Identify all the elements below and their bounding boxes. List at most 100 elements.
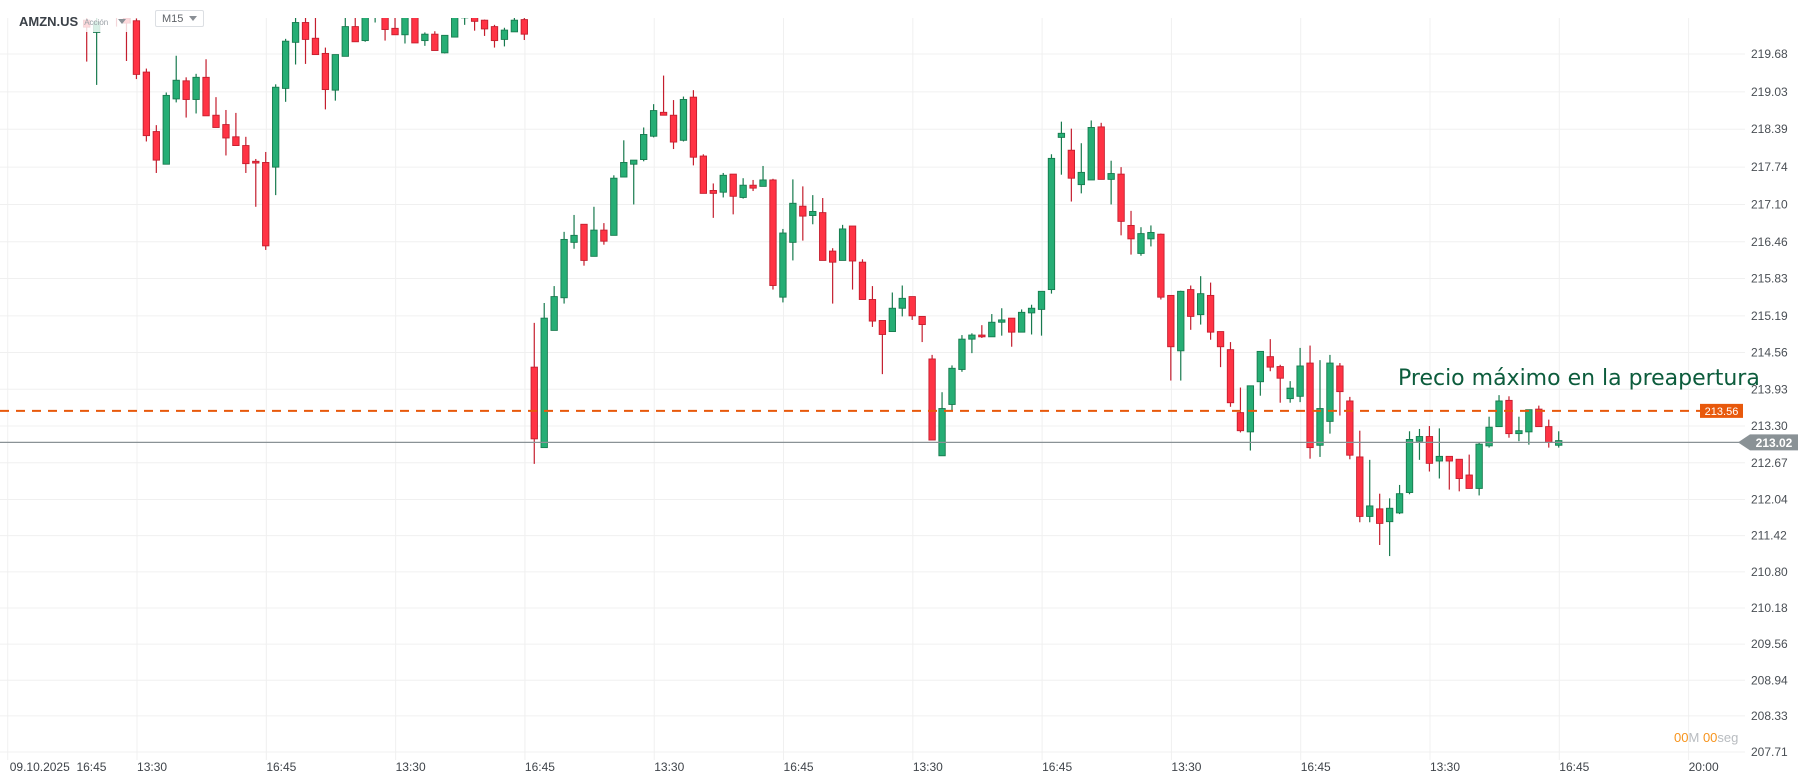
timeframe-dropdown[interactable]: M15 [155,10,205,27]
candle-body [689,96,698,158]
candle-up [1395,484,1404,515]
y-tick-label: 217.10 [1751,197,1788,211]
candle-up [341,18,349,57]
candle-up [500,27,509,47]
candle-body [1087,127,1095,181]
candle-body [1246,385,1255,433]
premarket-high-value: 213.56 [1705,406,1739,418]
y-axis: 219.68 219.03 218.39 217.74 217.10 216.46 215.… [1751,47,1788,759]
candle-body [500,29,509,40]
candle-body [908,296,916,317]
candle-body [1177,290,1185,352]
candle-body [649,110,658,137]
y-tick-label: 215.83 [1751,272,1788,286]
candle-up [361,18,369,42]
candle-down [232,112,240,147]
candle-body [1395,493,1404,514]
candle-up [291,18,300,65]
candle-countdown: 00M 00seg [1674,730,1738,745]
candle-body [401,18,409,36]
candle-body [1435,455,1444,462]
candle-body [411,18,419,44]
candle-down [1356,430,1364,523]
candle-body [391,27,399,36]
candle-body [1167,294,1175,348]
countdown-minutes-unit: M [1688,730,1700,745]
candle-up [1037,290,1046,336]
candle-up [1385,498,1394,557]
candle-body [1147,231,1155,240]
candle-down [132,18,141,80]
candle-body [1346,400,1354,456]
candle-up [1177,290,1185,381]
candle-up [779,228,787,303]
candle-down [829,248,837,304]
candle-up [1047,154,1056,294]
candle-body [1385,507,1394,523]
symbol-header[interactable]: AMZN.US Acción [15,10,131,32]
chevron-down-icon[interactable] [118,18,127,24]
candle-body [769,179,777,286]
candle-body [968,334,976,340]
candle-up [1415,428,1424,460]
candle-body [470,18,479,22]
candle-down [878,320,887,375]
candle-down [212,97,220,128]
candle-body [1326,362,1334,422]
candle-up [640,127,648,162]
candle-body [172,79,180,100]
grid [0,18,1745,760]
candle-up [1286,381,1294,403]
candle-down [152,125,160,173]
candle-up [1057,121,1066,175]
y-tick-label: 213.93 [1751,382,1788,396]
y-tick-label: 210.18 [1751,601,1788,615]
candle-body [182,80,190,100]
candle-down [311,18,320,56]
candle-body [520,19,528,35]
candle-body [838,228,847,261]
candle-up [958,335,966,372]
candle-body [262,162,270,247]
candle-body [550,296,558,331]
candle-body [1455,458,1463,479]
candle-body [868,299,877,322]
y-tick-label: 219.03 [1751,85,1788,99]
candle-up [938,392,946,457]
candle-body [281,40,290,89]
candle-up [1256,350,1264,396]
candle-up [451,18,459,38]
x-tick-label: 20:00 [1689,760,1719,774]
candle-down [819,198,827,261]
candle-body [789,202,797,243]
candle-down [301,18,310,64]
candle-down [689,90,698,166]
candle-body [1197,293,1205,316]
candle-down [1376,493,1384,545]
candle-up [679,96,688,142]
y-tick-label: 207.71 [1751,745,1788,759]
candle-down [1425,426,1434,472]
candle-up [1147,225,1155,247]
candle-body [510,19,519,33]
x-axis: 09.10.2025 16:45 13:30 16:45 13:30 16:45 13:3… [10,760,1719,774]
candle-down [1097,122,1105,180]
y-tick-label: 212.67 [1751,456,1788,470]
candle-down [858,259,867,300]
candles [83,18,1563,557]
candle-up [1435,428,1444,479]
candle-body [1366,505,1374,517]
x-tick-label: 13:30 [137,760,167,774]
candle-up [1137,227,1145,256]
candle-body [749,184,757,189]
candle-down [749,179,757,192]
candle-body [1415,436,1424,442]
candle-body [301,22,310,40]
candle-body [848,225,857,262]
x-tick-label: 16:45 [266,760,296,774]
candle-down [1008,317,1016,347]
candle-body [381,18,389,30]
candle-body [1067,149,1076,179]
candle-body [1495,400,1503,428]
